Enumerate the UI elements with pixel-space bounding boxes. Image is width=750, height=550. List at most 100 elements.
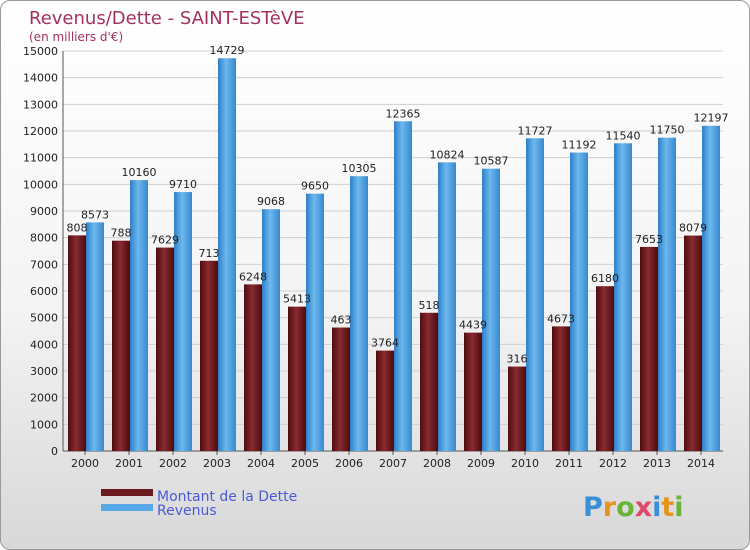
bar-dette <box>376 350 394 451</box>
value-label-dette: 788 <box>111 227 132 240</box>
y-axis: 0 1000 2000 3000 4000 5000 6000 7000 8000 9000 100… <box>23 45 723 458</box>
bar-dette <box>640 246 658 451</box>
bar-revenus <box>218 58 236 452</box>
bar-dette <box>552 326 570 451</box>
y-tick-label: 1000 <box>30 418 58 431</box>
y-tick-label: 0 <box>51 445 58 458</box>
bar-dette <box>200 260 218 451</box>
x-tick-label: 2006 <box>335 457 363 470</box>
x-tick-label: 2009 <box>467 457 495 470</box>
value-label-dette: 808 <box>67 221 88 234</box>
bar-dette <box>684 235 702 451</box>
bar-revenus <box>86 222 104 451</box>
value-label-revenus: 10587 <box>474 155 509 168</box>
bar-dette <box>244 284 262 451</box>
y-tick-label: 9000 <box>30 205 58 218</box>
value-label-dette: 6180 <box>591 272 619 285</box>
y-tick-label: 3000 <box>30 365 58 378</box>
x-tick-label: 2007 <box>379 457 407 470</box>
y-tick-label: 11000 <box>23 152 58 165</box>
bar-revenus <box>394 121 412 452</box>
x-tick-label: 2008 <box>423 457 451 470</box>
x-tick-label: 2012 <box>599 457 627 470</box>
legend-swatch-debt <box>101 489 153 496</box>
bar-dette <box>508 366 526 451</box>
bar-revenus <box>174 192 192 452</box>
bar-dette <box>332 327 350 451</box>
value-label-revenus: 11540 <box>606 129 641 142</box>
value-label-revenus: 11750 <box>650 124 685 137</box>
x-tick-label: 2005 <box>291 457 319 470</box>
legend-label-debt: Montant de la Dette <box>157 489 297 505</box>
value-label-revenus: 8573 <box>81 208 109 221</box>
value-label-dette: 6248 <box>239 270 267 283</box>
value-label-revenus: 9068 <box>257 195 285 208</box>
value-label-dette: 7629 <box>151 234 179 247</box>
y-tick-label: 8000 <box>30 232 58 245</box>
y-tick-label: 14000 <box>23 72 58 85</box>
x-tick-label: 2003 <box>203 457 231 470</box>
value-label-dette: 8079 <box>679 222 707 235</box>
x-tick-label: 2004 <box>247 457 275 470</box>
bar-revenus <box>262 209 280 451</box>
x-tick-label: 2001 <box>115 457 143 470</box>
bar-dette <box>112 240 130 451</box>
bar-dette <box>596 286 614 451</box>
bar-revenus <box>130 180 148 452</box>
proxiti-logo: Proxiti <box>583 492 684 523</box>
bar-dette <box>68 235 86 451</box>
y-tick-label: 13000 <box>23 98 58 111</box>
y-tick-label: 15000 <box>23 45 58 58</box>
y-tick-label: 2000 <box>30 392 58 405</box>
value-label-revenus: 12197 <box>694 112 729 125</box>
value-label-dette: 316 <box>507 353 528 366</box>
bar-revenus <box>350 176 368 451</box>
value-label-dette: 5413 <box>283 293 311 306</box>
value-label-dette: 4673 <box>547 312 575 325</box>
value-label-revenus: 10824 <box>430 148 465 161</box>
legend: Montant de la Dette Revenus <box>101 489 297 519</box>
value-label-dette: 4439 <box>459 319 487 332</box>
legend-swatch-revenus <box>101 504 153 511</box>
y-tick-label: 10000 <box>23 178 58 191</box>
value-label-revenus: 12365 <box>386 107 421 120</box>
chart-subtitle: (en milliers d'€) <box>29 30 123 44</box>
bar-revenus <box>482 168 500 451</box>
y-tick-label: 6000 <box>30 285 58 298</box>
chart-title: Revenus/Dette - SAINT-ESTèVE <box>29 8 305 29</box>
value-label-dette: 3764 <box>371 337 399 350</box>
bar-revenus <box>306 193 324 451</box>
y-tick-label: 4000 <box>30 338 58 351</box>
bar-revenus <box>658 137 676 451</box>
x-tick-label: 2000 <box>71 457 99 470</box>
bar-revenus <box>614 143 632 451</box>
bar-revenus <box>526 138 544 451</box>
bar-dette <box>288 306 306 451</box>
y-tick-label: 5000 <box>30 312 58 325</box>
value-label-revenus: 9710 <box>169 178 197 191</box>
x-tick-label: 2013 <box>643 457 671 470</box>
x-tick-label: 2014 <box>687 457 715 470</box>
value-label-dette: 463 <box>331 314 352 327</box>
bar-revenus <box>570 152 588 451</box>
x-tick-label: 2010 <box>511 457 539 470</box>
bars <box>68 58 720 452</box>
value-label-revenus: 10160 <box>122 166 157 179</box>
bar-dette <box>420 312 438 451</box>
legend-label-revenus: Revenus <box>157 503 217 519</box>
y-tick-label: 12000 <box>23 125 58 138</box>
bar-dette <box>464 332 482 451</box>
value-label-revenus: 14729 <box>210 44 245 57</box>
value-label-revenus: 11727 <box>518 124 553 137</box>
bar-dette <box>156 247 174 451</box>
x-tick-label: 2011 <box>555 457 583 470</box>
x-axis: 2000 2001 2002 2003 2004 2005 2006 2007 2008 2009… <box>71 451 715 470</box>
value-label-dette: 713 <box>199 247 220 260</box>
value-label-revenus: 10305 <box>342 162 377 175</box>
x-tick-label: 2002 <box>159 457 187 470</box>
value-label-revenus: 9650 <box>301 180 329 193</box>
bar-revenus <box>438 162 456 452</box>
